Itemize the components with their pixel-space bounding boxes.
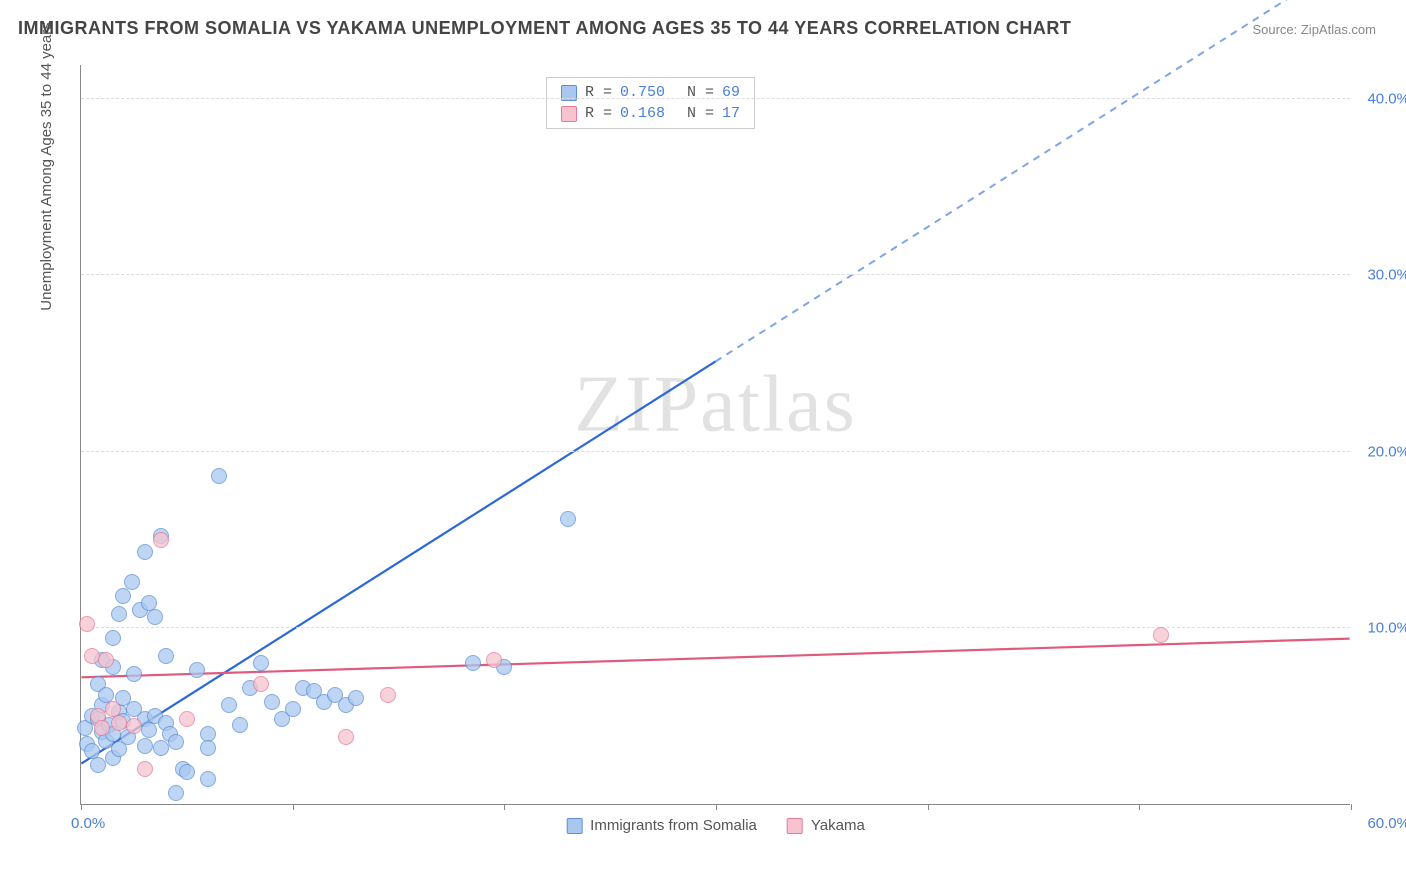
- scatter-point: [264, 694, 280, 710]
- source-label: Source:: [1252, 22, 1300, 37]
- gridline: [81, 274, 1350, 275]
- scatter-point: [1153, 627, 1169, 643]
- scatter-point: [179, 711, 195, 727]
- x-tick: [293, 804, 294, 810]
- scatter-point: [84, 648, 100, 664]
- scatter-point: [147, 609, 163, 625]
- r-value: 0.168: [620, 105, 665, 122]
- scatter-point: [124, 574, 140, 590]
- x-max-label: 60.0%: [1367, 815, 1406, 832]
- scatter-point: [90, 757, 106, 773]
- scatter-point: [465, 655, 481, 671]
- scatter-point: [285, 701, 301, 717]
- y-axis-label: Unemployment Among Ages 35 to 44 years: [38, 22, 55, 311]
- scatter-point: [189, 662, 205, 678]
- scatter-point: [560, 511, 576, 527]
- scatter-point: [105, 630, 121, 646]
- legend-label: Immigrants from Somalia: [590, 817, 757, 834]
- y-tick-label: 10.0%: [1355, 619, 1406, 636]
- scatter-point: [253, 655, 269, 671]
- scatter-point: [200, 771, 216, 787]
- x-tick: [928, 804, 929, 810]
- scatter-point: [126, 666, 142, 682]
- scatter-point: [111, 606, 127, 622]
- legend-item: Yakama: [787, 817, 865, 834]
- chart-container: Unemployment Among Ages 35 to 44 years Z…: [50, 55, 1380, 855]
- x-tick: [81, 804, 82, 810]
- scatter-point: [141, 722, 157, 738]
- scatter-point: [158, 648, 174, 664]
- scatter-point: [168, 734, 184, 750]
- source-attribution: Source: ZipAtlas.com: [1252, 22, 1376, 37]
- scatter-point: [137, 761, 153, 777]
- scatter-point: [338, 729, 354, 745]
- scatter-point: [200, 740, 216, 756]
- correlation-legend: R = 0.750N = 69 R = 0.168 N = 17: [546, 77, 755, 129]
- gridline: [81, 451, 1350, 452]
- n-label: N =: [687, 105, 714, 122]
- x-tick: [504, 804, 505, 810]
- scatter-point: [232, 717, 248, 733]
- r-label: R =: [585, 105, 612, 122]
- legend-item: Immigrants from Somalia: [566, 817, 757, 834]
- x-tick: [1139, 804, 1140, 810]
- x-tick: [716, 804, 717, 810]
- scatter-point: [98, 652, 114, 668]
- scatter-point: [137, 544, 153, 560]
- y-tick-label: 30.0%: [1355, 267, 1406, 284]
- watermark: ZIPatlas: [574, 359, 857, 450]
- y-tick-label: 20.0%: [1355, 443, 1406, 460]
- scatter-point: [221, 697, 237, 713]
- scatter-point: [153, 532, 169, 548]
- scatter-point: [153, 740, 169, 756]
- watermark-light: atlas: [700, 360, 857, 448]
- legend-label: Yakama: [811, 817, 865, 834]
- plot-area: ZIPatlas R = 0.750N = 69R = 0.168N = 17 …: [80, 65, 1350, 805]
- scatter-point: [94, 720, 110, 736]
- scatter-point: [115, 588, 131, 604]
- legend-swatch: [566, 818, 582, 834]
- gridline: [81, 98, 1350, 99]
- scatter-point: [348, 690, 364, 706]
- x-origin-label: 0.0%: [71, 815, 105, 832]
- scatter-point: [137, 738, 153, 754]
- legend-swatch: [787, 818, 803, 834]
- scatter-point: [253, 676, 269, 692]
- legend-swatch: [561, 106, 577, 122]
- scatter-point: [168, 785, 184, 801]
- correlation-row: R = 0.750N = 69: [547, 82, 754, 103]
- scatter-point: [211, 468, 227, 484]
- bottom-legend: Immigrants from Somalia Yakama: [566, 817, 865, 834]
- y-tick-label: 40.0%: [1355, 91, 1406, 108]
- watermark-bold: ZIP: [574, 360, 700, 448]
- scatter-point: [79, 616, 95, 632]
- n-value: 17: [722, 105, 740, 122]
- scatter-point: [486, 652, 502, 668]
- x-tick: [1351, 804, 1352, 810]
- scatter-point: [179, 764, 195, 780]
- source-link[interactable]: ZipAtlas.com: [1301, 22, 1376, 37]
- correlation-row: R = 0.168 N = 17: [547, 103, 754, 124]
- chart-title: IMMIGRANTS FROM SOMALIA VS YAKAMA UNEMPL…: [18, 18, 1071, 39]
- scatter-point: [126, 718, 142, 734]
- scatter-point: [111, 715, 127, 731]
- scatter-point: [380, 687, 396, 703]
